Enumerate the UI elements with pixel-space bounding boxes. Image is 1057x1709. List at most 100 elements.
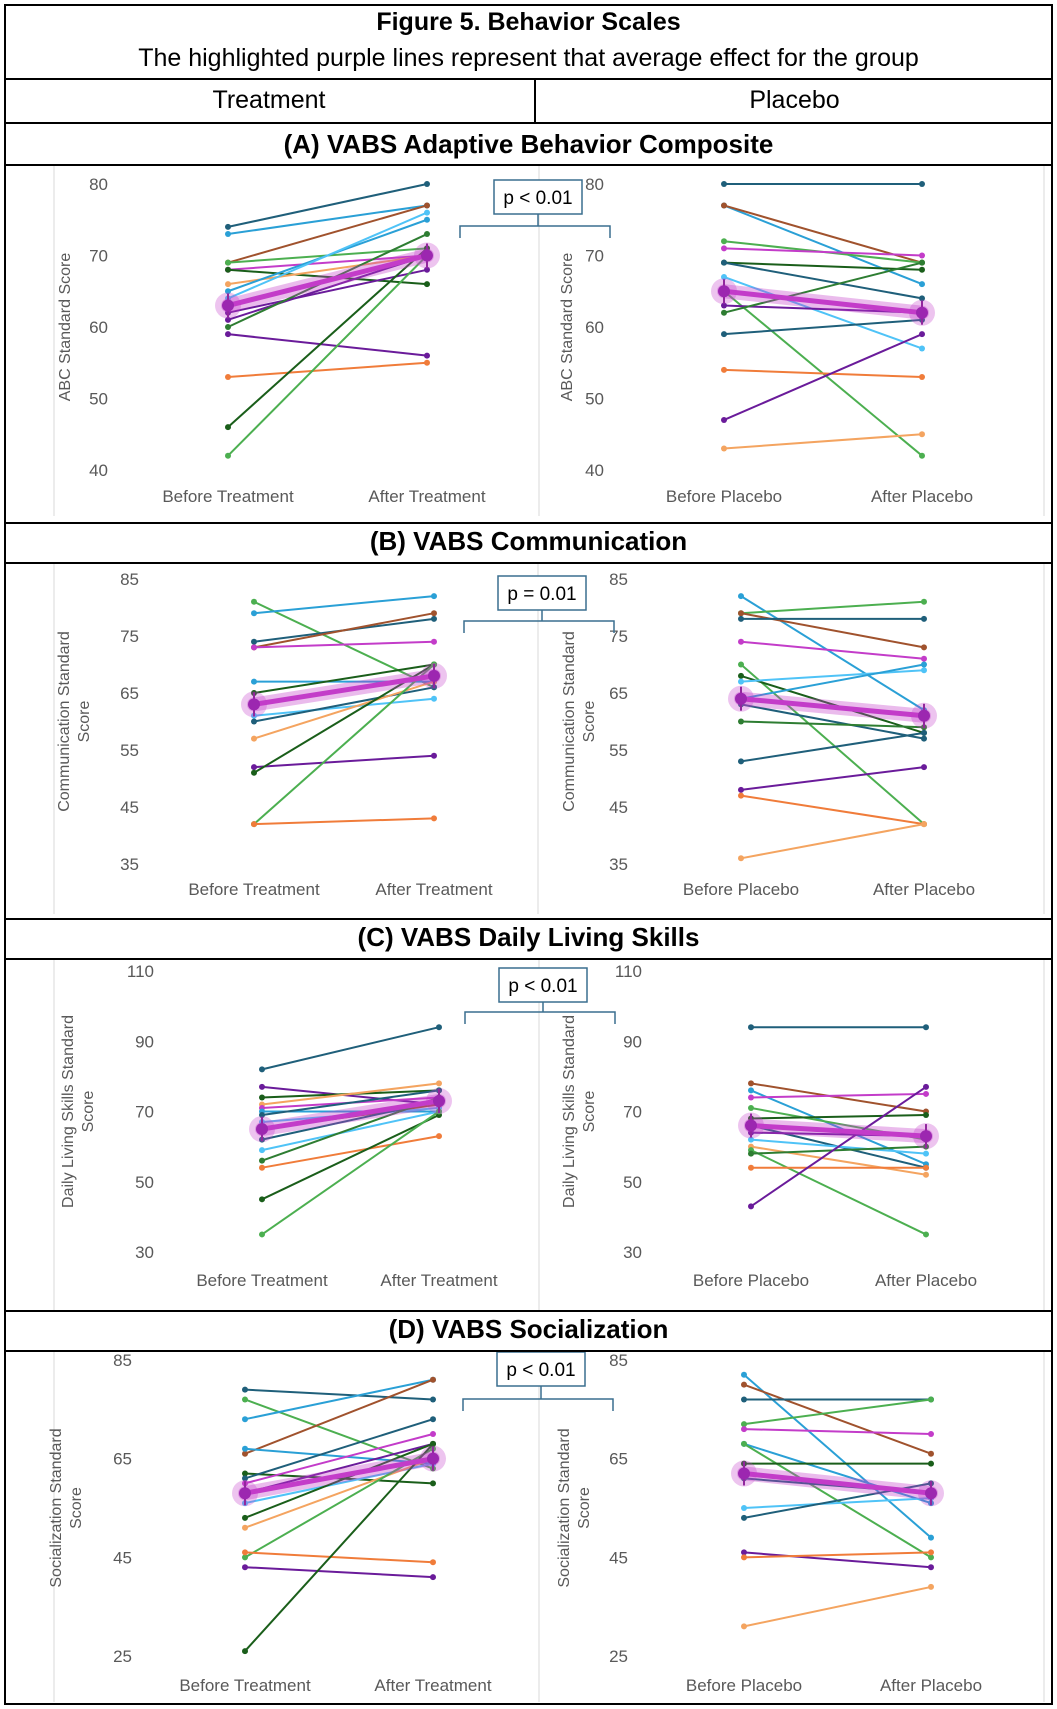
mean-line: [225, 253, 430, 309]
subject-line: [743, 1442, 932, 1505]
subject-point: [242, 1396, 248, 1403]
y-tick-label: 80: [585, 175, 604, 194]
divider-b-bottom: [4, 918, 1053, 920]
y-tick-label: 65: [113, 1450, 132, 1469]
mean-point: [222, 299, 234, 312]
y-axis-title-treatment-1: Communication Standard Score: [56, 631, 93, 812]
subject-point: [919, 252, 925, 259]
y-tick-label: 85: [609, 1352, 628, 1370]
y-axis-title-line: Score: [80, 1091, 97, 1133]
mean-line: [242, 1456, 436, 1496]
pvalue-bracket: [464, 1002, 616, 1024]
y-tick-label: 45: [609, 798, 628, 817]
subject-line: [227, 268, 428, 286]
subject-line: [227, 183, 428, 228]
x-category-label: Before Placebo: [686, 1676, 802, 1695]
subject-point: [430, 1440, 436, 1447]
subject-point: [923, 1090, 929, 1097]
section-title-c: (C) VABS Daily Living Skills: [357, 922, 700, 952]
y-axis-title-placebo-2: Daily Living Skills Standard Score: [561, 1015, 598, 1208]
subject-point: [738, 786, 744, 793]
subject-point: [919, 266, 925, 273]
subject-point: [251, 638, 257, 645]
pvalue-label: p < 0.01: [506, 1360, 575, 1381]
subject-line: [253, 663, 435, 694]
subject-point: [741, 1396, 747, 1403]
subject-line: [750, 1145, 927, 1155]
subject-line: [244, 1388, 434, 1401]
subject-point: [225, 324, 231, 330]
chart-panel-b: Communication Standard Score857565554535B…: [53, 564, 1045, 914]
mean-point: [248, 698, 260, 711]
subject-point: [424, 209, 430, 216]
subject-point: [259, 1196, 265, 1203]
subject-point: [738, 638, 744, 645]
subject-point: [921, 729, 927, 736]
subject-line: [740, 663, 925, 825]
subject-point: [921, 655, 927, 662]
subject-line: [740, 600, 925, 615]
subject-point: [721, 238, 727, 245]
mean-line: [259, 1098, 442, 1132]
subject-point: [738, 792, 744, 799]
y-tick-label: 50: [135, 1173, 154, 1192]
subject-point: [921, 821, 927, 828]
subject-line: [253, 697, 435, 717]
subject-line: [723, 261, 923, 300]
y-axis-title-line: Communication Standard: [56, 631, 73, 812]
y-axis-title-line: Score: [76, 701, 93, 743]
x-category-label: After Placebo: [880, 1676, 982, 1695]
subject-point: [242, 1514, 248, 1521]
column-header-treatment: Treatment: [212, 86, 326, 114]
subject-point: [748, 1150, 754, 1157]
subject-point: [738, 855, 744, 862]
subject-point: [424, 352, 430, 359]
subject-point: [928, 1396, 934, 1403]
pvalue-box: [498, 967, 588, 1003]
subject-point: [748, 1087, 754, 1094]
y-tick-label: 85: [120, 570, 139, 589]
subject-line: [740, 731, 925, 763]
subject-point: [225, 259, 231, 266]
subject-line: [253, 640, 435, 649]
subject-point: [741, 1426, 747, 1433]
subject-point: [431, 695, 437, 702]
subject-point: [923, 1164, 929, 1171]
subject-point: [259, 1083, 265, 1090]
subject-point: [225, 223, 231, 230]
pvalue-label: p = 0.01: [507, 584, 576, 605]
x-category-label: Before Treatment: [188, 880, 320, 899]
subject-point: [721, 416, 727, 423]
subject-line: [261, 1114, 440, 1201]
subject-line: [740, 595, 925, 711]
subject-line: [740, 669, 925, 683]
y-tick-label: 30: [135, 1243, 154, 1262]
subject-point: [259, 1066, 265, 1073]
subject-point: [923, 1112, 929, 1119]
subject-point: [721, 366, 727, 373]
y-tick-label: 90: [623, 1032, 642, 1051]
subject-point: [928, 1564, 934, 1571]
subject-line: [740, 720, 925, 729]
pvalue-bracket: [459, 214, 611, 238]
subject-point: [225, 231, 231, 238]
subject-point: [430, 1396, 436, 1403]
y-tick-label: 70: [623, 1103, 642, 1122]
subject-line: [227, 204, 428, 236]
subject-line: [261, 1089, 440, 1117]
x-category-label: After Treatment: [368, 487, 485, 506]
mean-point: [433, 1094, 445, 1107]
mean-point: [925, 1487, 937, 1500]
divider-header: [4, 78, 1053, 80]
subject-point: [741, 1623, 747, 1630]
subject-point: [738, 661, 744, 668]
subject-point: [919, 431, 925, 438]
subject-point: [251, 678, 257, 685]
mean-point: [916, 306, 928, 319]
subject-point: [923, 1150, 929, 1157]
subject-point: [748, 1136, 754, 1143]
mean-point: [421, 249, 433, 262]
subject-line: [227, 247, 428, 428]
y-tick-label: 70: [585, 247, 604, 266]
